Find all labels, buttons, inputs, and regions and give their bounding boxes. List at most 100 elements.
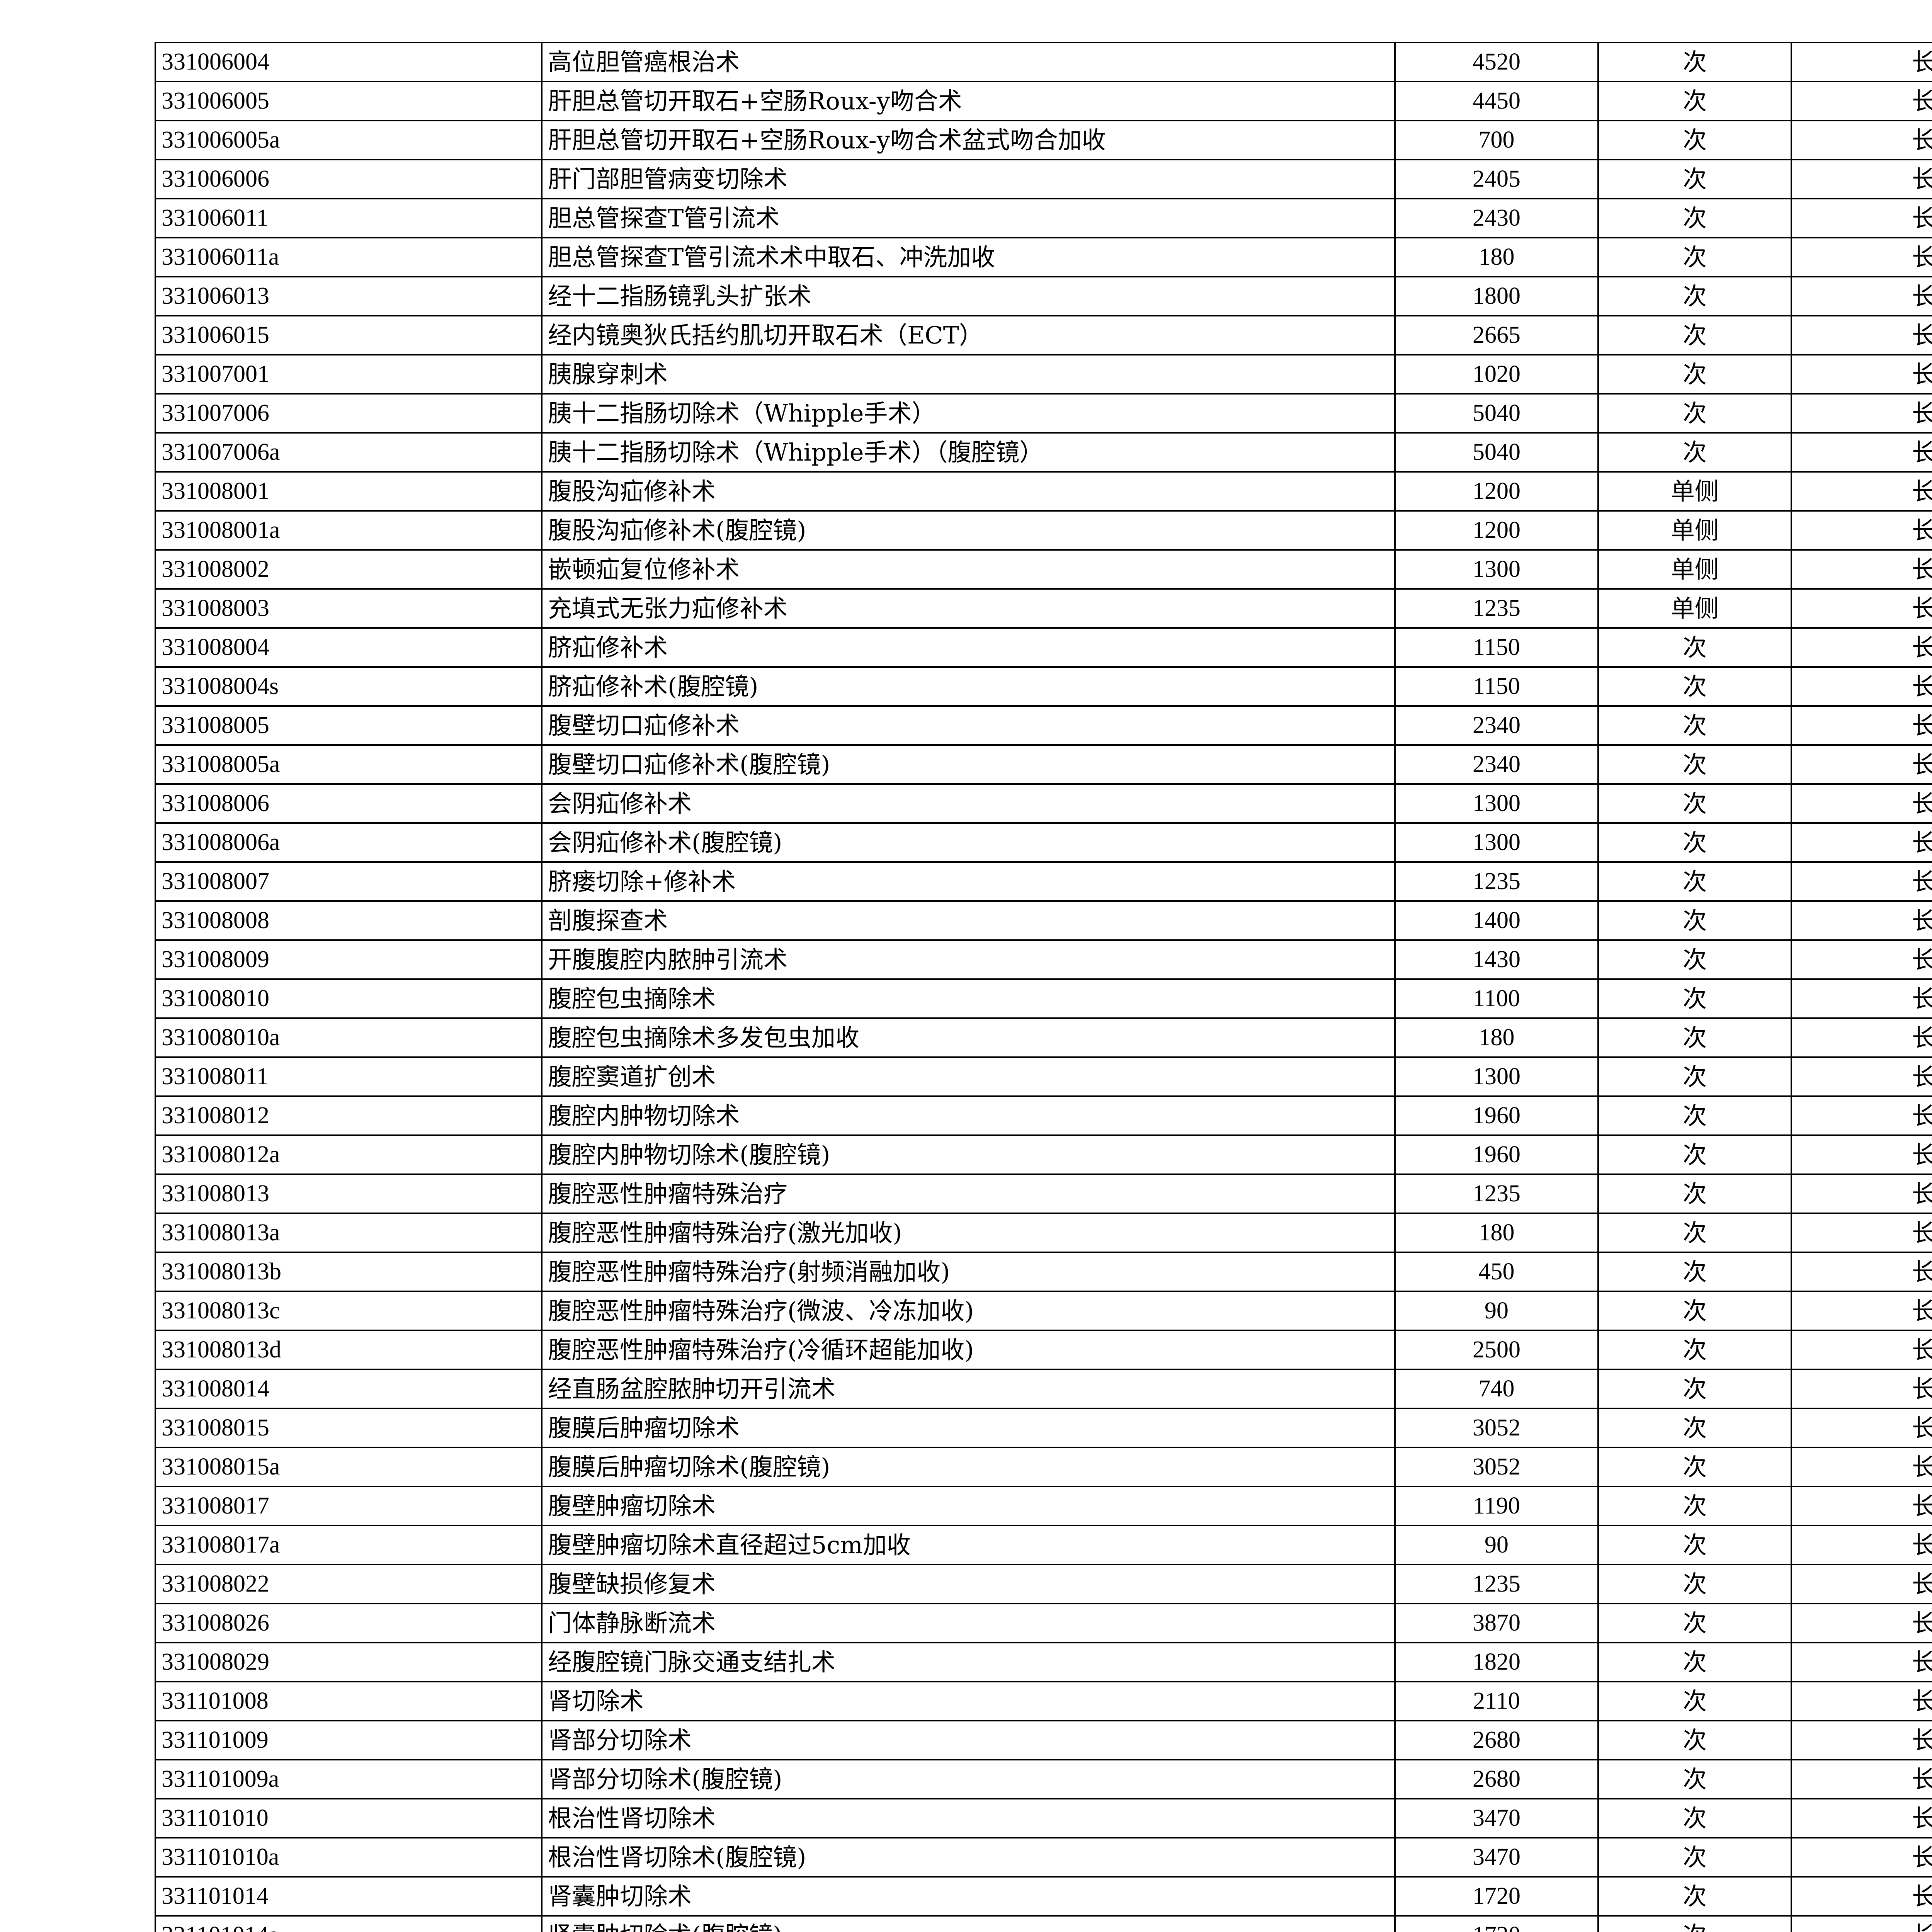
service-term-cell: 长期 (1791, 1017, 1932, 1058)
service-code-cell: 331008013a (155, 1213, 543, 1253)
table-row: 331008029经腹腔镜门脉交通支结扎术1820次长期 (155, 1642, 1932, 1682)
service-unit-cell: 次 (1597, 978, 1792, 1019)
service-term-cell: 长期 (1791, 1681, 1932, 1721)
service-term-cell: 长期 (1791, 1642, 1932, 1682)
table-row: 331008004脐疝修补术1150次长期 (155, 627, 1932, 668)
service-term-cell: 长期 (1791, 939, 1932, 980)
table-row: 331006004高位胆管癌根治术4520次长期 (155, 42, 1932, 82)
service-price-cell: 1400 (1394, 900, 1599, 941)
service-term-cell: 长期 (1791, 900, 1932, 941)
service-code-cell: 331008008 (155, 900, 543, 941)
service-unit-cell: 次 (1597, 81, 1792, 121)
service-unit-cell: 次 (1597, 1447, 1792, 1487)
service-price-cell: 2665 (1394, 315, 1599, 355)
table-row: 331008011腹腔窦道扩创术1300次长期 (155, 1056, 1932, 1097)
service-unit-cell: 次 (1597, 666, 1792, 707)
service-term-cell: 长期 (1791, 705, 1932, 746)
service-unit-cell: 次 (1597, 198, 1792, 238)
table-row: 331008006会阴疝修补术1300次长期 (155, 783, 1932, 824)
service-price-cell: 2340 (1394, 705, 1599, 746)
table-row: 331008015腹膜后肿瘤切除术3052次长期 (155, 1408, 1932, 1448)
table-row: 331101008肾切除术2110次长期 (155, 1681, 1932, 1721)
table-row: 331008008剖腹探查术1400次长期 (155, 900, 1932, 941)
service-price-cell: 3052 (1394, 1447, 1599, 1487)
service-name-cell: 开腹腹腔内脓肿引流术 (541, 939, 1396, 980)
service-price-cell: 5040 (1394, 432, 1599, 473)
table-row: 331008014经直肠盆腔脓肿切开引流术740次长期 (155, 1369, 1932, 1409)
service-name-cell: 腹腔恶性肿瘤特殊治疗(微波、冷冻加收) (541, 1291, 1396, 1331)
service-price-cell: 5040 (1394, 393, 1599, 434)
table-row: 331006006肝门部胆管病变切除术2405次长期 (155, 159, 1932, 199)
service-name-cell: 肝门部胆管病变切除术 (541, 159, 1396, 199)
service-price-cell: 1300 (1394, 1056, 1599, 1097)
service-term-cell: 长期 (1791, 744, 1932, 785)
medical-service-price-table: 331006004高位胆管癌根治术4520次长期331006005肝胆总管切开取… (155, 42, 1932, 1932)
service-code-cell: 331101009 (155, 1720, 543, 1760)
service-price-cell: 2430 (1394, 198, 1599, 238)
service-term-cell: 长期 (1791, 510, 1932, 551)
service-name-cell: 经十二指肠镜乳头扩张术 (541, 276, 1396, 316)
service-name-cell: 会阴疝修补术(腹腔镜) (541, 822, 1396, 863)
service-unit-cell: 次 (1597, 237, 1792, 277)
service-code-cell: 331008005 (155, 705, 543, 746)
service-code-cell: 331006015 (155, 315, 543, 355)
service-price-cell: 90 (1394, 1525, 1599, 1565)
service-term-cell: 长期 (1791, 432, 1932, 473)
service-unit-cell: 单侧 (1597, 510, 1792, 551)
service-code-cell: 331008026 (155, 1603, 543, 1643)
service-code-cell: 331008015 (155, 1408, 543, 1448)
table-row: 331008012腹腔内肿物切除术1960次长期 (155, 1095, 1932, 1136)
service-name-cell: 腹壁缺损修复术 (541, 1564, 1396, 1604)
service-unit-cell: 次 (1597, 432, 1792, 473)
service-code-cell: 331008003 (155, 588, 543, 629)
service-name-cell: 腹腔恶性肿瘤特殊治疗(激光加收) (541, 1213, 1396, 1253)
service-price-cell: 2110 (1394, 1681, 1599, 1721)
service-unit-cell: 次 (1597, 744, 1792, 785)
service-name-cell: 腹腔恶性肿瘤特殊治疗(射频消融加收) (541, 1252, 1396, 1292)
service-price-cell: 4520 (1394, 42, 1599, 82)
service-unit-cell: 次 (1597, 900, 1792, 941)
service-price-cell: 1235 (1394, 1564, 1599, 1604)
service-name-cell: 经腹腔镜门脉交通支结扎术 (541, 1642, 1396, 1682)
service-name-cell: 肾囊肿切除术 (541, 1876, 1396, 1917)
service-term-cell: 长期 (1791, 159, 1932, 199)
service-unit-cell: 次 (1597, 705, 1792, 746)
service-unit-cell: 次 (1597, 1369, 1792, 1409)
service-unit-cell: 次 (1597, 354, 1792, 395)
service-code-cell: 331008012a (155, 1134, 543, 1175)
service-code-cell: 331008015a (155, 1447, 543, 1487)
service-price-cell: 2500 (1394, 1330, 1599, 1370)
service-price-cell: 3052 (1394, 1408, 1599, 1448)
service-price-cell: 1100 (1394, 978, 1599, 1019)
service-name-cell: 脐瘘切除+修补术 (541, 861, 1396, 902)
service-code-cell: 331008017a (155, 1525, 543, 1565)
service-code-cell: 331006011a (155, 237, 543, 277)
table-row: 331101009肾部分切除术2680次长期 (155, 1720, 1932, 1760)
service-unit-cell: 次 (1597, 1642, 1792, 1682)
service-unit-cell: 次 (1597, 1525, 1792, 1565)
service-code-cell: 331008009 (155, 939, 543, 980)
service-price-cell: 740 (1394, 1369, 1599, 1409)
service-name-cell: 腹腔内肿物切除术(腹腔镜) (541, 1134, 1396, 1175)
service-unit-cell: 单侧 (1597, 588, 1792, 629)
service-term-cell: 长期 (1791, 1056, 1932, 1097)
service-price-cell: 180 (1394, 1213, 1599, 1253)
table-row: 331008003充填式无张力疝修补术1235单侧长期 (155, 588, 1932, 629)
service-term-cell: 长期 (1791, 1564, 1932, 1604)
service-term-cell: 长期 (1791, 393, 1932, 434)
service-price-cell: 700 (1394, 120, 1599, 160)
service-term-cell: 长期 (1791, 549, 1932, 590)
service-name-cell: 胆总管探查T管引流术 (541, 198, 1396, 238)
service-price-cell: 1960 (1394, 1134, 1599, 1175)
service-price-cell: 1235 (1394, 861, 1599, 902)
service-code-cell: 331008004s (155, 666, 543, 707)
service-term-cell: 长期 (1791, 1915, 1932, 1932)
service-name-cell: 经内镜奥狄氏括约肌切开取石术（ECT） (541, 315, 1396, 355)
